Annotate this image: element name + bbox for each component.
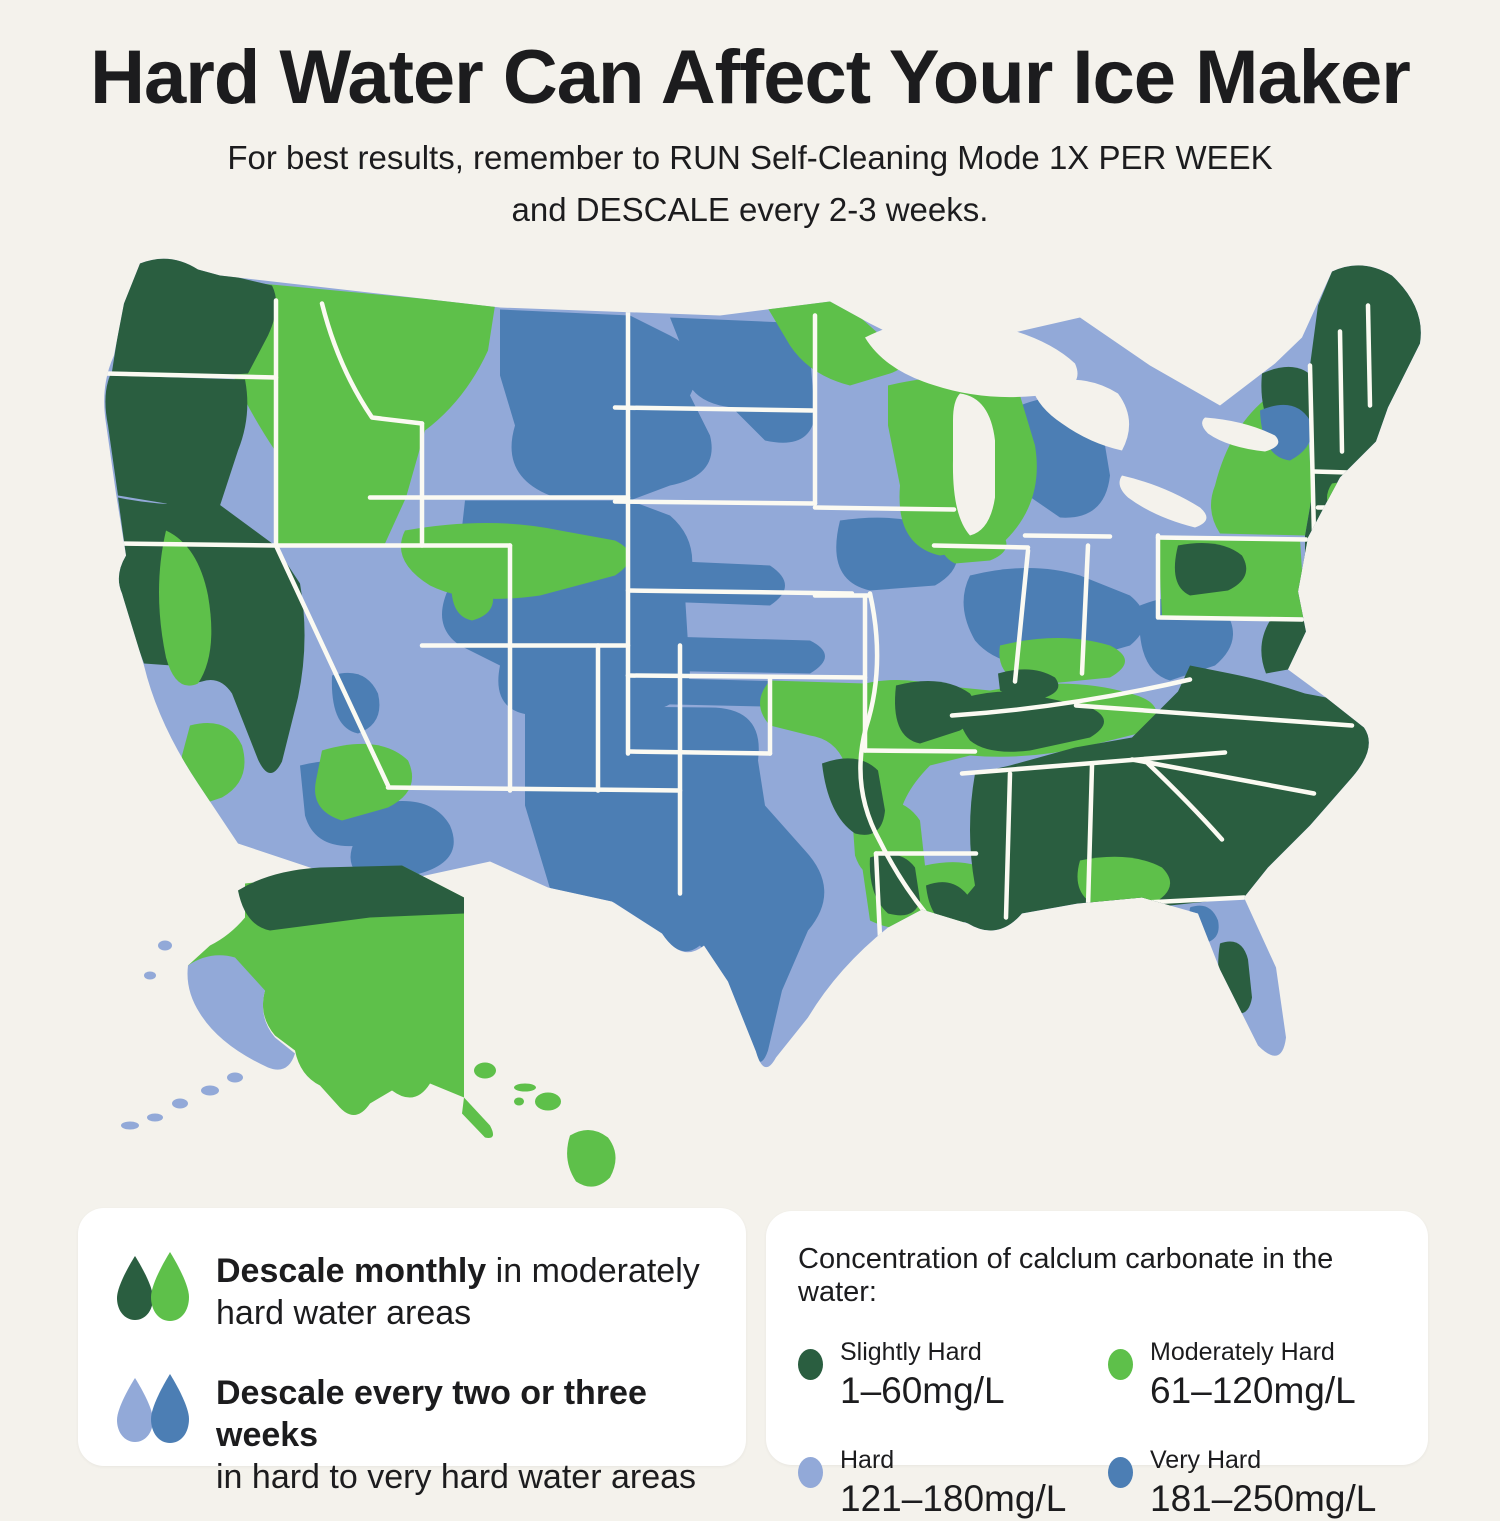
descale-monthly-text: Descale monthly in moderately hard water…: [216, 1250, 700, 1334]
descale-monthly-bold: Descale monthly: [216, 1252, 487, 1290]
post-overlay-regions: [159, 404, 1371, 908]
slightly-hard-label: Slightly Hard: [840, 1338, 982, 1366]
slightly-hard-range: 1–60mg/L: [840, 1370, 1005, 1411]
very-hard-dot-icon: [1108, 1457, 1133, 1488]
hardness-legend-grid: Slightly Hard 1–60mg/L Moderately Hard 6…: [798, 1337, 1398, 1521]
legend-item-slightly-hard: Slightly Hard 1–60mg/L: [798, 1337, 1088, 1413]
slightly-hard-dot-icon: [798, 1349, 823, 1380]
page-title: Hard Water Can Affect Your Ice Maker: [90, 35, 1411, 120]
hard-range: 121–180mg/L: [840, 1478, 1067, 1519]
hard-dot-icon: [798, 1457, 823, 1488]
hawaii-inset: [415, 1028, 616, 1187]
descale-biweekly-bold: Descale every two or three weeks: [216, 1374, 647, 1454]
legend-item-moderately-hard: Moderately Hard 61–120mg/L: [1108, 1337, 1398, 1413]
hardness-legend-card: Concentration of calclum carbonate in th…: [766, 1211, 1428, 1519]
descale-biweekly-text: Descale every two or three weeks in hard…: [216, 1372, 712, 1498]
us-water-hardness-map: [70, 243, 1430, 1208]
descale-monthly-rest: in moderately: [486, 1252, 700, 1290]
descale-biweekly-row: Descale every two or three weeks in hard…: [110, 1370, 712, 1498]
great-lakes: [865, 318, 1279, 536]
very-hard-label: Very Hard: [1150, 1446, 1262, 1474]
legend-item-very-hard: Very Hard 181–250mg/L: [1108, 1445, 1398, 1521]
legend-item-hard: Hard 121–180mg/L: [798, 1445, 1088, 1521]
descale-biweekly-line2: in hard to very hard water areas: [216, 1458, 697, 1496]
state-borders: [104, 298, 1385, 940]
moderately-hard-dot-icon: [1108, 1349, 1133, 1380]
hard-label: Hard: [840, 1446, 895, 1474]
subtitle-line-1: For best results, remember to RUN Self-C…: [227, 139, 1273, 176]
very-hard-range: 181–250mg/L: [1150, 1478, 1377, 1519]
moderately-hard-range: 61–120mg/L: [1150, 1370, 1356, 1411]
descale-instructions-card: Descale monthly in moderately hard water…: [78, 1208, 746, 1496]
blue-water-drops-icon: [117, 1374, 189, 1443]
alaska-inset: [121, 865, 494, 1138]
descale-monthly-row: Descale monthly in moderately hard water…: [110, 1248, 712, 1334]
page-subtitle: For best results, remember to RUN Self-C…: [0, 132, 1500, 236]
moderately-hard-label: Moderately Hard: [1150, 1338, 1335, 1366]
descale-monthly-line2: hard water areas: [216, 1294, 472, 1332]
subtitle-line-2: and DESCALE every 2-3 weeks.: [511, 191, 989, 228]
green-water-drops-icon: [117, 1252, 189, 1321]
us-map-svg: [104, 258, 1421, 1187]
hardness-legend-title: Concentration of calclum carbonate in th…: [798, 1243, 1334, 1308]
